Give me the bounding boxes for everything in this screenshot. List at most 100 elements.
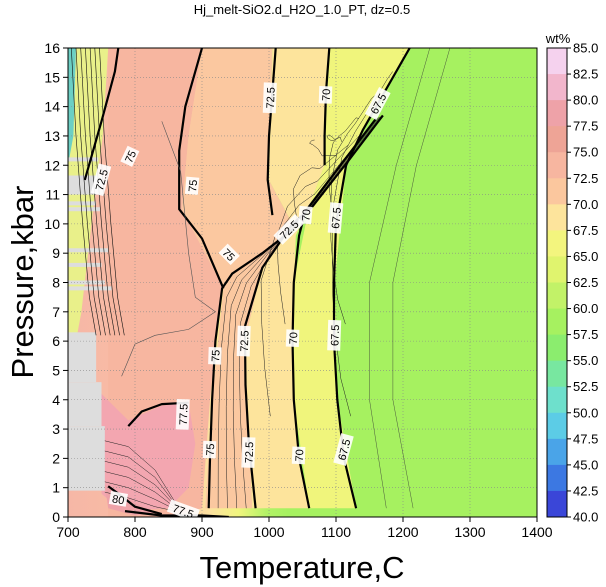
- region-lime: [293, 48, 410, 509]
- colorbar-tick-label: 57.5: [573, 327, 598, 342]
- colorbar-cell: [547, 152, 567, 179]
- contour-label: 72.5: [236, 325, 252, 357]
- y-tick-label: 2: [52, 450, 60, 466]
- x-tick-label: 1300: [454, 524, 485, 540]
- colorbar-tick-label: 55.0: [573, 353, 598, 368]
- x-tick-label: 800: [123, 524, 147, 540]
- x-tick-label: 1200: [387, 524, 418, 540]
- svg-text:72.5: 72.5: [239, 330, 252, 352]
- contour-70: [323, 48, 331, 166]
- contour-label: 77.5: [175, 398, 191, 430]
- no-data-strip: [68, 248, 109, 253]
- contour-label: 75: [208, 346, 223, 365]
- colorbar-cell: [547, 204, 567, 231]
- colorbar-tick-label: 45.0: [573, 457, 598, 472]
- minor-contour: [80, 48, 106, 336]
- minor-contour: [104, 450, 176, 505]
- colorbar: wt% 85.0 82.5 80.0 77.5 75.0 72.5 70.0 67.5 65.0…: [545, 31, 599, 525]
- svg-text:72.5: 72.5: [94, 168, 111, 192]
- colorbar-cell: [547, 178, 567, 205]
- contour-72-5: [266, 48, 277, 216]
- svg-text:70: 70: [321, 89, 333, 102]
- contour-label: 67.5: [327, 202, 344, 234]
- colorbar-tick-label: 77.5: [573, 119, 598, 134]
- contour-label: 72.5: [262, 82, 278, 114]
- minor-contour: [75, 48, 102, 336]
- svg-text:80: 80: [111, 493, 125, 507]
- svg-text:77.5: 77.5: [178, 404, 191, 426]
- svg-text:75: 75: [205, 443, 217, 456]
- contour-label: 75: [120, 145, 140, 167]
- colorbar-tick-label: 50.0: [573, 405, 598, 420]
- svg-text:72.5: 72.5: [265, 87, 278, 109]
- svg-text:75: 75: [123, 149, 139, 165]
- contour-label: 70: [298, 205, 313, 225]
- svg-text:67.5: 67.5: [329, 324, 342, 346]
- minor-contour: [392, 48, 451, 509]
- region-salmon: [108, 48, 223, 517]
- x-tick-label: 1400: [521, 524, 552, 540]
- contour-label: 67.5: [333, 433, 354, 466]
- colorbar-cell: [547, 256, 567, 283]
- svg-text:70: 70: [294, 449, 306, 462]
- minor-contour: [232, 116, 381, 509]
- colorbar-tick-label: 40.0: [573, 510, 598, 525]
- colorbar-cell: [547, 360, 567, 388]
- colorbar-cell: [547, 464, 567, 492]
- no-data-patch: [68, 382, 102, 427]
- contour-label: 67.5: [327, 319, 342, 351]
- contour-75: [83, 48, 120, 181]
- minor-contour: [225, 117, 380, 509]
- contour-label: 72.5: [90, 163, 112, 197]
- colorbar-tick-label: 72.5: [573, 171, 598, 186]
- contour-75: [178, 48, 225, 289]
- colorbar-cell: [547, 412, 567, 440]
- no-data-strip: [68, 201, 97, 206]
- colorbar-tick-label: 42.5: [573, 483, 598, 498]
- region-peach: [181, 48, 293, 509]
- svg-text:75: 75: [210, 350, 222, 363]
- minor-contour: [89, 48, 116, 336]
- contour-label: 70: [291, 446, 306, 465]
- boundary-curve: [121, 121, 216, 377]
- no-data-strip: [68, 157, 99, 162]
- contour-label: 77.5: [166, 499, 200, 517]
- contour-label: 80: [108, 491, 128, 507]
- y-tick-label: 6: [52, 333, 60, 349]
- colorbar-cell: [547, 334, 567, 362]
- y-tick-label: 4: [52, 392, 60, 408]
- colorbar-tick-label: 70.0: [573, 197, 598, 212]
- y-tick-label: 14: [44, 99, 60, 115]
- minor-contour: [104, 471, 176, 508]
- y-axis-title: Pressure,kbar: [5, 186, 40, 379]
- no-data-strip: [68, 262, 102, 267]
- minor-contour: [99, 48, 125, 336]
- no-data-strip: [68, 286, 112, 291]
- colorbar-tick-label: 85.0: [573, 41, 598, 56]
- colorbar-cell: [547, 230, 567, 257]
- y-tick-label: 12: [44, 157, 60, 173]
- colorbar-cell: [547, 438, 567, 466]
- colorbar-cell: [547, 386, 567, 414]
- minor-contour: [369, 48, 430, 509]
- minor-contour: [71, 48, 97, 336]
- svg-text:70: 70: [288, 332, 300, 345]
- colorbar-tick-label: 52.5: [573, 379, 598, 394]
- x-tick-label: 900: [190, 524, 214, 540]
- region-pink: [101, 393, 196, 512]
- contour-label: 75: [202, 440, 217, 459]
- contour-72-5: [243, 114, 384, 509]
- colorbar-tick-label: 75.0: [573, 145, 598, 160]
- y-tick-label: 11: [45, 187, 60, 203]
- x-axis-title: Temperature,C: [199, 550, 404, 585]
- svg-text:70: 70: [300, 209, 313, 222]
- svg-text:72.5: 72.5: [244, 442, 257, 464]
- y-tick-label: 1: [52, 480, 60, 496]
- colorbar-cell: [547, 282, 567, 310]
- contour-77-5: [127, 401, 189, 427]
- x-tick-label: 700: [56, 524, 80, 540]
- svg-text:67.5: 67.5: [330, 207, 344, 229]
- colorbar-tick-label: 60.0: [573, 301, 598, 316]
